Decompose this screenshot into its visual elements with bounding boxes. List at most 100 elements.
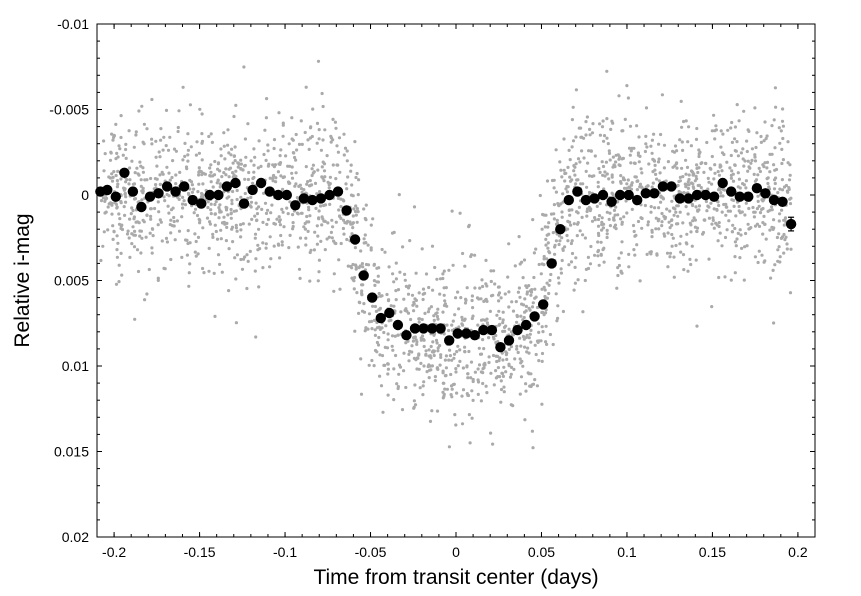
raw-point xyxy=(132,233,136,237)
raw-point xyxy=(617,157,621,161)
raw-point xyxy=(653,206,657,210)
raw-point xyxy=(545,296,550,300)
raw-point xyxy=(334,220,338,224)
raw-point xyxy=(766,209,770,213)
binned-point xyxy=(281,189,292,201)
raw-point xyxy=(247,170,251,175)
raw-point xyxy=(341,226,345,231)
raw-point xyxy=(515,314,520,319)
raw-point xyxy=(575,234,579,238)
raw-point xyxy=(427,363,431,367)
raw-point xyxy=(186,159,190,163)
raw-point xyxy=(295,148,299,152)
raw-point xyxy=(482,347,486,351)
raw-point xyxy=(432,314,436,318)
raw-point xyxy=(631,223,636,228)
raw-point xyxy=(231,189,235,194)
raw-point xyxy=(728,166,732,170)
raw-point xyxy=(392,280,396,284)
raw-point xyxy=(448,354,452,358)
raw-point xyxy=(422,380,426,384)
raw-point xyxy=(772,321,776,325)
raw-point xyxy=(168,135,172,139)
raw-point xyxy=(295,196,299,200)
raw-point xyxy=(137,109,141,113)
raw-point xyxy=(218,262,222,266)
raw-point xyxy=(159,127,163,131)
raw-point xyxy=(732,204,736,208)
raw-point xyxy=(652,132,656,136)
binned-point xyxy=(649,188,660,199)
raw-point xyxy=(149,217,153,221)
raw-point xyxy=(281,210,285,214)
raw-point xyxy=(449,372,453,377)
raw-point xyxy=(218,208,222,212)
raw-point xyxy=(548,278,552,283)
raw-point xyxy=(613,213,617,217)
raw-point xyxy=(247,222,251,226)
raw-point xyxy=(363,233,367,237)
raw-point xyxy=(693,179,697,183)
raw-point xyxy=(332,239,336,243)
raw-point xyxy=(607,149,611,153)
raw-point xyxy=(342,153,346,157)
raw-point xyxy=(629,149,633,153)
raw-point xyxy=(485,317,489,321)
raw-point xyxy=(136,269,141,274)
raw-point xyxy=(710,129,714,133)
raw-point xyxy=(650,235,654,239)
raw-point xyxy=(764,237,768,241)
raw-point xyxy=(534,352,538,357)
raw-point xyxy=(458,348,462,352)
raw-point xyxy=(684,158,688,162)
raw-point xyxy=(676,204,680,208)
raw-point xyxy=(649,210,653,214)
raw-point xyxy=(737,177,742,181)
raw-point xyxy=(232,209,236,213)
raw-point xyxy=(461,366,465,370)
raw-point xyxy=(350,232,354,236)
binned-point xyxy=(401,330,412,341)
raw-point xyxy=(759,140,764,144)
raw-point xyxy=(215,237,220,241)
raw-point xyxy=(200,141,204,145)
raw-point xyxy=(234,226,238,230)
raw-point xyxy=(523,418,527,422)
raw-point xyxy=(315,242,319,246)
raw-point xyxy=(248,249,252,253)
raw-point xyxy=(616,273,620,278)
raw-point xyxy=(671,206,676,210)
raw-point xyxy=(650,185,654,189)
raw-point xyxy=(766,176,770,180)
raw-point xyxy=(774,105,778,109)
raw-point xyxy=(784,235,788,239)
raw-point xyxy=(245,286,249,291)
raw-point xyxy=(717,203,721,208)
raw-point xyxy=(761,199,765,203)
raw-point xyxy=(134,220,138,224)
binned-point xyxy=(503,335,515,346)
raw-point xyxy=(355,220,359,224)
raw-point xyxy=(649,250,653,254)
raw-point xyxy=(513,357,517,361)
raw-point xyxy=(584,133,588,137)
raw-point xyxy=(540,402,544,406)
raw-point xyxy=(750,147,755,151)
raw-point xyxy=(211,235,215,239)
raw-point xyxy=(521,334,526,339)
raw-point xyxy=(133,317,137,321)
binned-point xyxy=(623,189,634,201)
raw-point xyxy=(499,387,504,392)
raw-point xyxy=(627,146,632,150)
binned-point xyxy=(255,177,267,189)
raw-point xyxy=(253,269,257,273)
raw-point xyxy=(539,339,543,343)
raw-point xyxy=(335,144,339,148)
raw-point xyxy=(747,206,751,211)
raw-point xyxy=(305,182,309,186)
raw-point xyxy=(164,236,169,240)
raw-point xyxy=(706,187,710,191)
raw-point xyxy=(668,226,672,230)
raw-point xyxy=(619,181,623,185)
raw-point xyxy=(281,175,285,180)
